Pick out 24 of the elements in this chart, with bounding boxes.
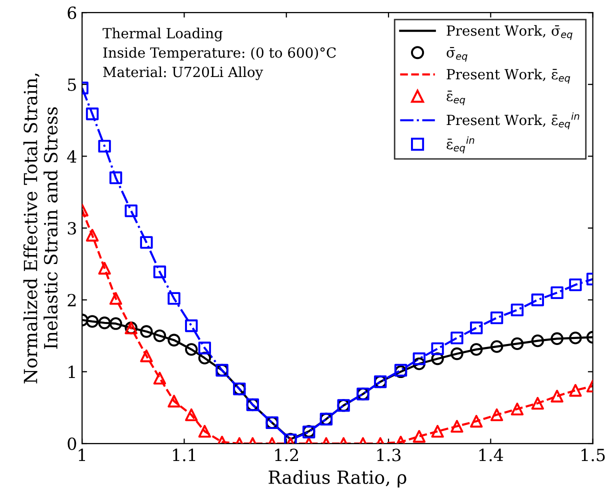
x-tick-label: 1.2 [275,448,298,462]
annotation: Inside Temperature: (0 to 600)°C [103,47,336,61]
x-tick-label: 1.4 [479,448,504,462]
legend-label: ε̄$_{eq}$$^{in}$ [446,136,474,154]
y-tick-label: 2 [68,294,76,306]
x-tick-label: 1.1 [173,448,196,462]
y-tick-label: 4 [67,150,76,163]
x-tick-label: 1 [78,448,86,462]
y-tick-label: 1 [68,366,75,378]
annotation: Thermal Loading [102,28,223,42]
legend-label: ε̄$_{eq}$ [446,90,466,106]
y-tick-label: 6 [68,6,76,20]
y-tick-label: 0 [68,437,76,450]
legend-label: Present Work, σ̄$_{eq}$ [446,25,572,40]
y-tick-label: 5 [68,78,76,91]
x-axis-title: Radius Ratio, ρ [268,470,406,488]
legend-label: Present Work, ε̄$_{eq}$ [446,68,570,84]
x-tick-label: 1.5 [582,448,605,462]
legend-label: σ̄$_{eq}$ [446,47,468,62]
x-tick-label: 1.3 [377,448,401,462]
annotation: Material: U720Li Alloy [103,66,264,80]
legend-label: Present Work, ε̄$_{eq}$$^{in}$ [446,112,580,130]
y-axis-title: Normalized Effective Total Strain, Inelastic Strain and Stress [23,74,58,384]
y-tick-label: 3 [68,222,76,235]
